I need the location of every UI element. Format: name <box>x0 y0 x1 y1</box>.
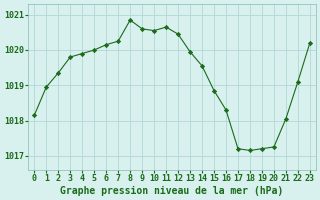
X-axis label: Graphe pression niveau de la mer (hPa): Graphe pression niveau de la mer (hPa) <box>60 186 284 196</box>
